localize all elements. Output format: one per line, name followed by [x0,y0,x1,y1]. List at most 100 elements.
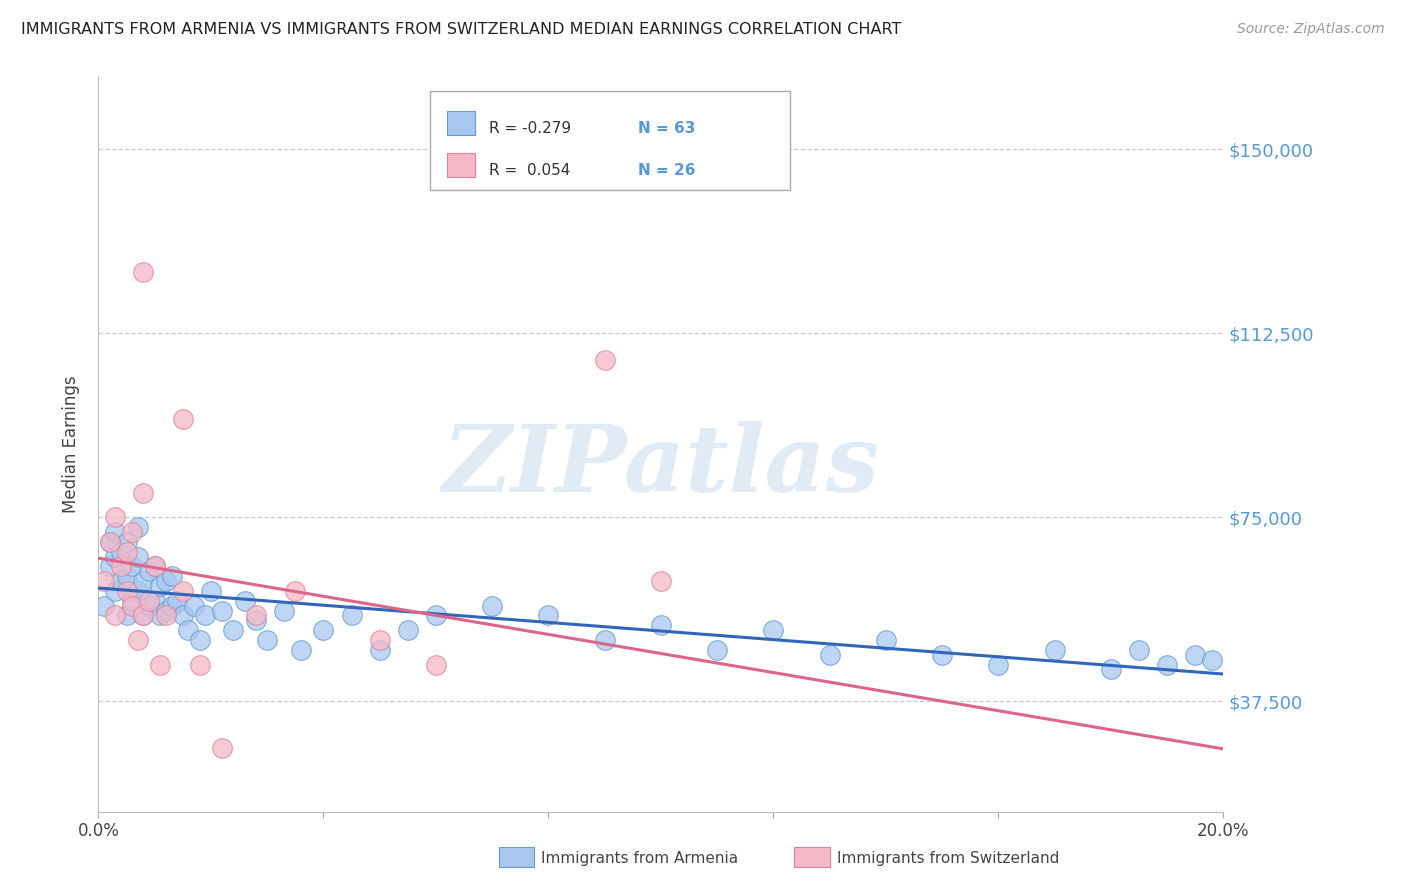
Point [368,642,391,657]
Point [155,608,177,623]
Point [481,599,503,613]
Point [166,594,188,608]
Point [273,603,295,617]
Text: ZIPatlas: ZIPatlas [443,421,879,511]
Point [127,520,149,534]
Point [104,524,127,539]
Text: N = 26: N = 26 [638,163,696,178]
Y-axis label: Median Earnings: Median Earnings [62,375,80,513]
Point [290,642,312,657]
Text: N = 63: N = 63 [638,121,696,136]
Point [127,549,149,564]
Point [115,544,138,558]
Point [425,608,447,623]
Point [104,549,127,564]
Point [211,603,233,617]
Point [183,599,205,613]
Point [110,574,132,589]
Point [138,599,160,613]
Text: Immigrants from Switzerland: Immigrants from Switzerland [837,851,1059,865]
Point [245,608,267,623]
Text: IMMIGRANTS FROM ARMENIA VS IMMIGRANTS FROM SWITZERLAND MEDIAN EARNINGS CORRELATI: IMMIGRANTS FROM ARMENIA VS IMMIGRANTS FR… [21,22,901,37]
Point [127,584,149,599]
Point [1043,642,1066,657]
Point [127,633,149,648]
Point [143,559,166,574]
Point [1043,854,1066,868]
Point [121,524,143,539]
Text: Immigrants from Armenia: Immigrants from Armenia [541,851,738,865]
Point [194,608,217,623]
Point [104,608,127,623]
Point [110,559,132,574]
Point [537,608,560,623]
Point [132,608,155,623]
Point [425,657,447,672]
Text: R = -0.279: R = -0.279 [489,121,571,136]
Point [875,633,897,648]
Point [98,559,121,574]
Point [211,740,233,755]
Point [1156,657,1178,672]
Point [1184,648,1206,662]
Point [818,648,841,662]
Point [149,608,172,623]
Point [200,584,222,599]
Bar [447,153,475,177]
Point [121,559,143,574]
Point [650,618,672,632]
Point [93,574,115,589]
Point [115,584,138,599]
Point [132,265,155,279]
Point [155,603,177,617]
Point [177,623,200,637]
Point [222,623,245,637]
Text: Source: ZipAtlas.com: Source: ZipAtlas.com [1237,22,1385,37]
Text: R =  0.054: R = 0.054 [489,163,569,178]
Point [115,569,138,583]
Point [233,594,256,608]
Point [143,594,166,608]
Point [149,657,172,672]
Point [1201,653,1223,667]
Point [340,608,363,623]
Point [132,608,155,623]
Point [172,584,194,599]
Point [396,623,419,637]
Point [593,353,616,368]
Point [93,599,115,613]
Point [256,633,278,648]
Point [98,534,121,549]
Point [650,574,672,589]
Point [104,584,127,599]
Point [931,648,953,662]
Point [155,574,177,589]
Point [138,594,160,608]
Point [121,594,143,608]
Point [104,510,127,524]
Point [1099,662,1122,677]
Point [1128,642,1150,657]
FancyBboxPatch shape [430,90,790,190]
Point [284,584,307,599]
Point [593,633,616,648]
Point [132,485,155,500]
Point [312,623,335,637]
Point [121,599,143,613]
Point [110,544,132,558]
Point [188,657,211,672]
Bar [447,111,475,135]
Point [368,633,391,648]
Point [160,569,183,583]
Point [706,642,728,657]
Point [245,614,267,628]
Point [115,608,138,623]
Point [172,608,194,623]
Point [149,579,172,593]
Point [160,599,183,613]
Point [132,574,155,589]
Point [987,657,1010,672]
Point [188,633,211,648]
Point [762,623,785,637]
Point [172,412,194,426]
